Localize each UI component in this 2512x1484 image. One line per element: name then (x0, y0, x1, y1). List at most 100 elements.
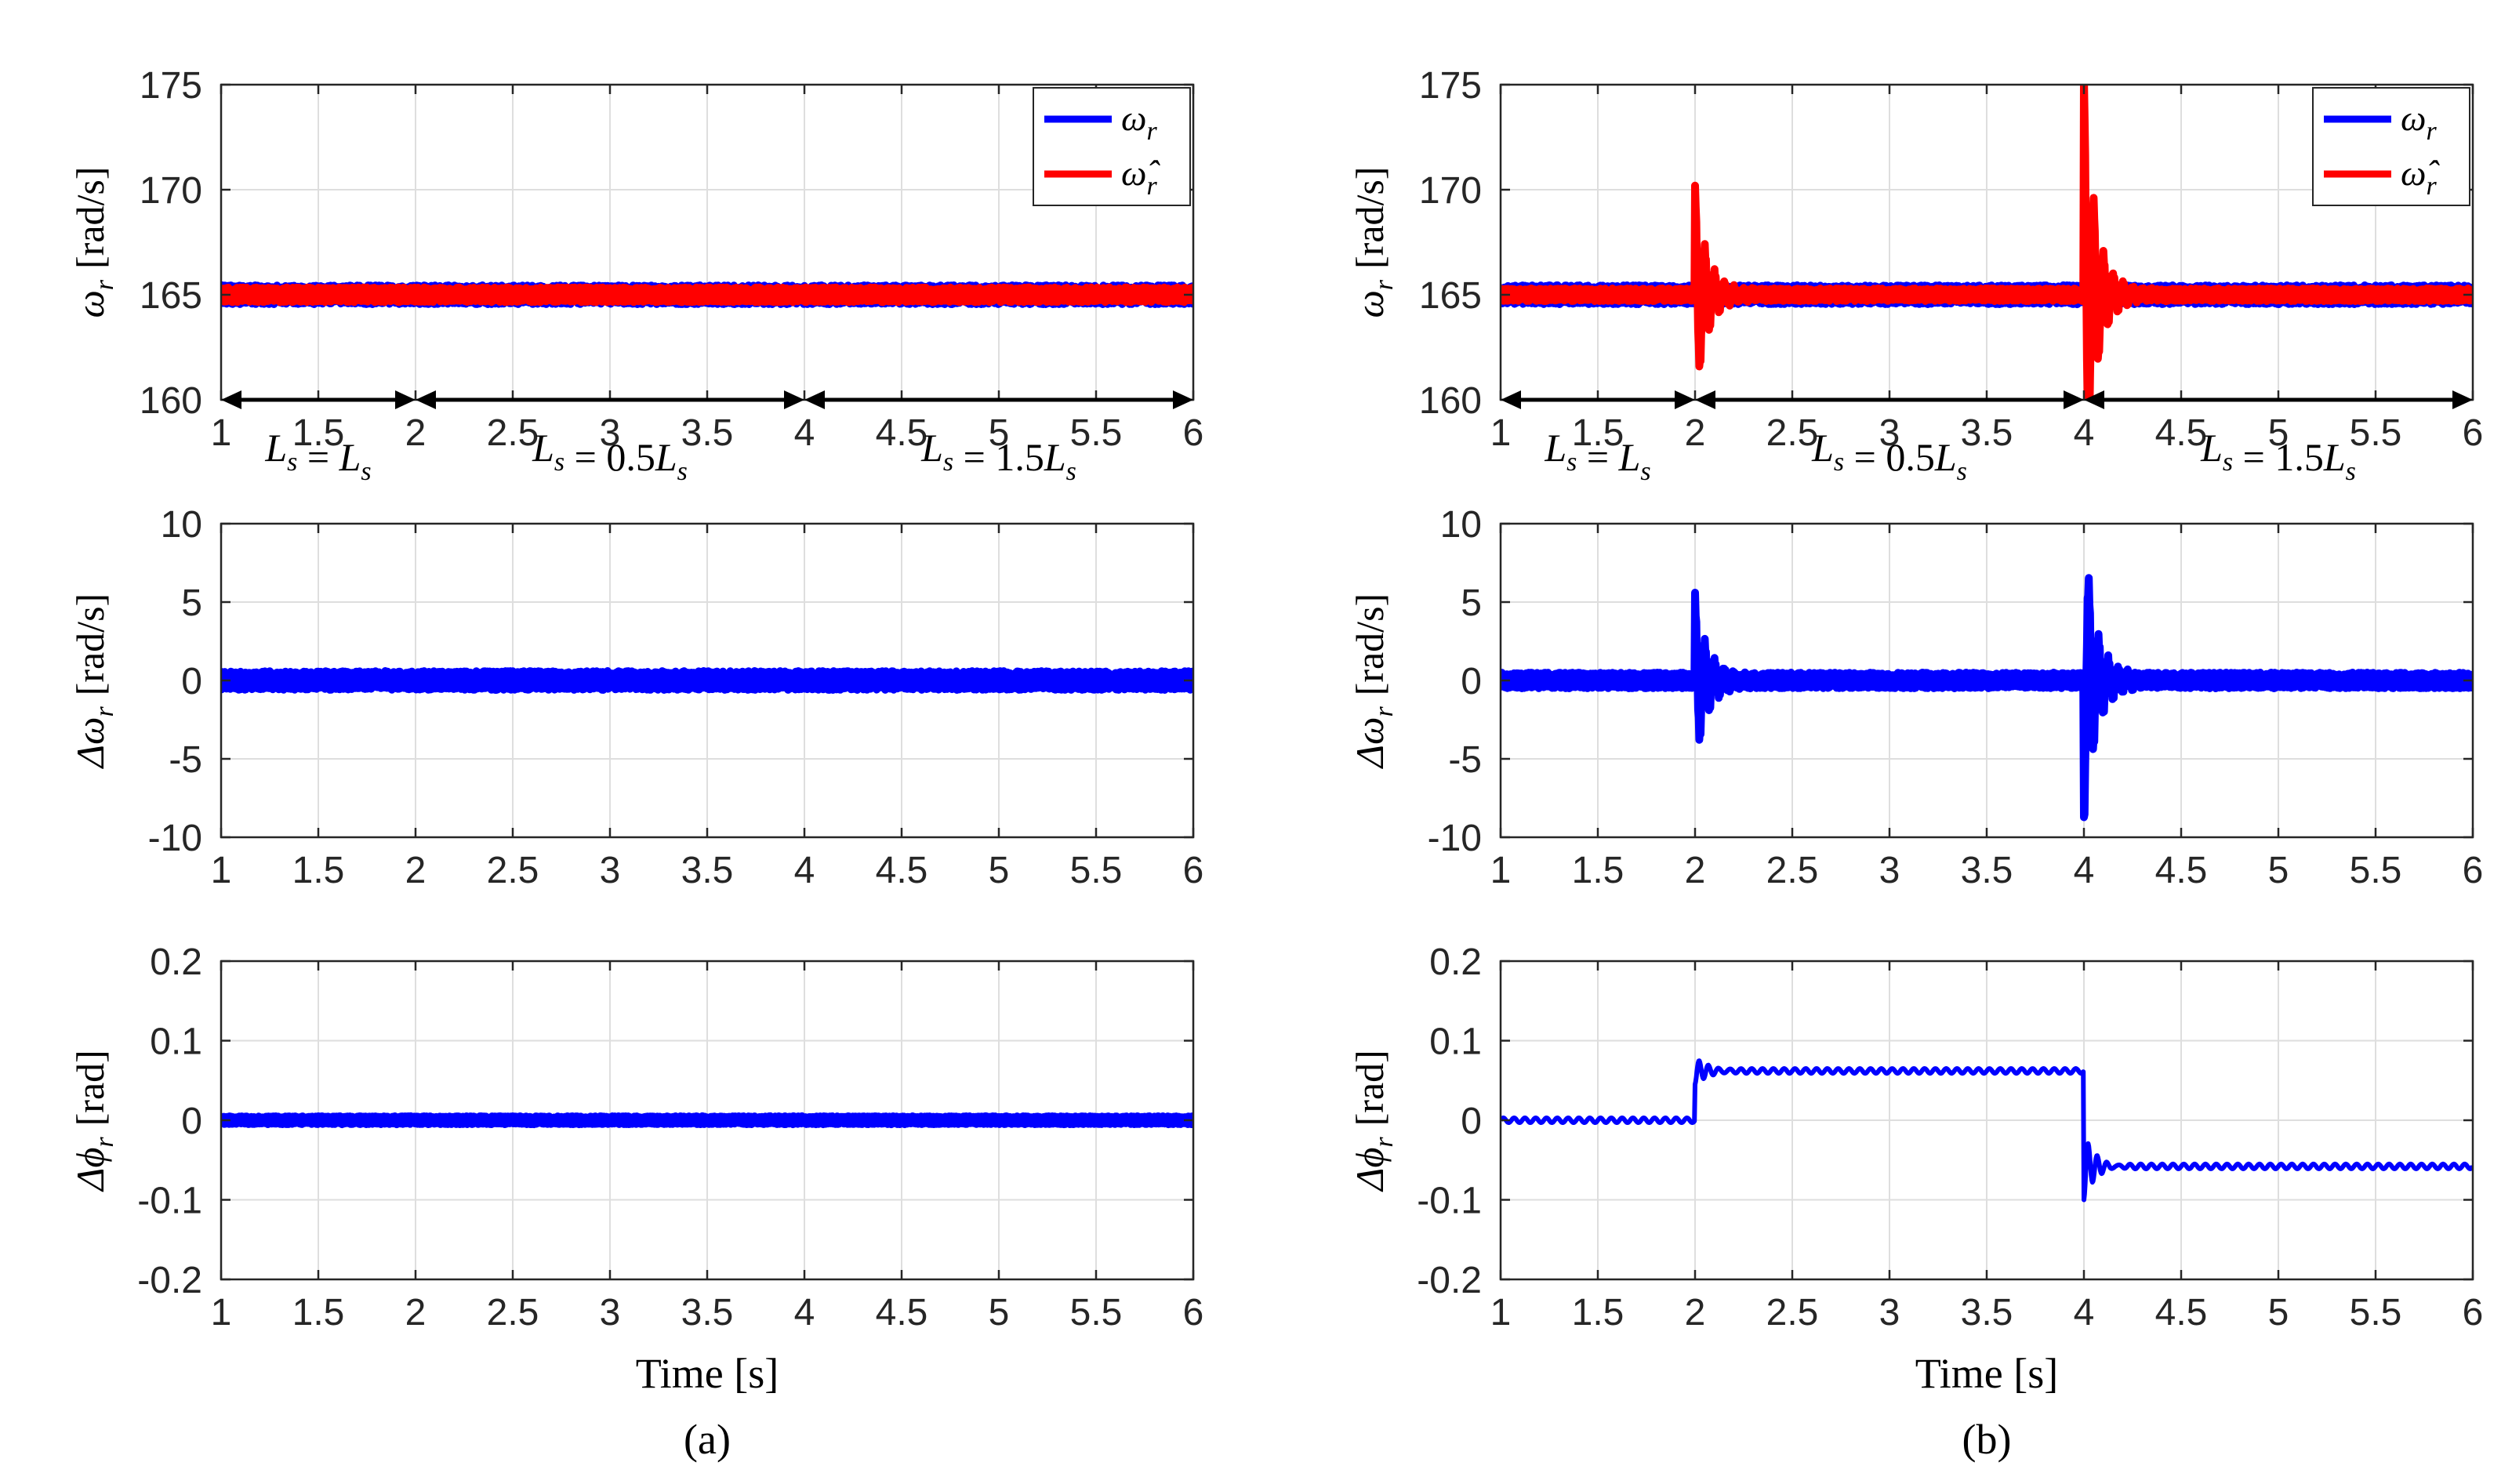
y-axis-label: Δωr[rad/s] (68, 593, 119, 769)
x-tick-label: 5.5 (1070, 1292, 1123, 1333)
legend-box (1033, 87, 1191, 206)
y-tick-label: -10 (148, 818, 202, 859)
chart-a2: 1 1.5 2 2.5 3 3.5 4 4.5 5 5.5 6 -10 -5 0 5 10 Δωr[rad/s] (68, 504, 1203, 891)
region-label: Ls = 0.5Ls (532, 426, 688, 486)
y-tick-label: 0.2 (1429, 942, 1482, 983)
x-tick-label: 1 (211, 412, 232, 454)
y-tick-label: 170 (140, 170, 202, 212)
y-tick-label: 175 (1419, 65, 1482, 107)
series-line-ω̂_r (221, 283, 1193, 307)
x-tick-label: 5 (989, 1292, 1010, 1333)
arrowhead-left (804, 390, 825, 409)
y-tick-label: 0 (1461, 661, 1482, 702)
region-label: Ls = 1.5Ls (2200, 426, 2356, 486)
y-tick-label: 165 (1419, 275, 1482, 317)
x-tick-label: 6 (2463, 850, 2484, 891)
x-tick-label: 3 (1879, 412, 1900, 454)
arrowhead-left (1695, 390, 1715, 409)
x-tick-label: 5 (989, 850, 1010, 891)
y-tick-label: 0.1 (150, 1021, 202, 1063)
x-tick-label: 3.5 (1961, 412, 2013, 454)
x-tick-label: 3 (1879, 850, 1900, 891)
x-tick-label: 4.5 (876, 1292, 928, 1333)
arrowhead-left (416, 390, 436, 409)
panel-caption: (a) (684, 1416, 731, 1463)
y-tick-label: -5 (169, 739, 202, 781)
series-line-Δϕ_r (1501, 1058, 2473, 1203)
y-tick-label: 0.2 (150, 942, 202, 983)
y-axis-label: ωr[rad/s] (1348, 166, 1399, 317)
y-tick-label: 5 (1461, 582, 1482, 624)
x-tick-label: 5.5 (2350, 1292, 2402, 1333)
chart-a1: 1 1.5 2 2.5 3 3.5 4 4.5 5 5.5 6 160 165 170 175 ωr[rad/… (68, 65, 1203, 486)
y-tick-label: 10 (161, 504, 202, 546)
x-tick-label: 1.5 (292, 850, 345, 891)
panel-caption: (b) (1962, 1416, 2012, 1463)
x-tick-label: 4.5 (2155, 850, 2208, 891)
x-tick-label: 4.5 (2155, 412, 2208, 454)
x-tick-label: 6 (1183, 412, 1204, 454)
x-tick-label: 4.5 (2155, 1292, 2208, 1333)
x-tick-label: 5.5 (1070, 412, 1123, 454)
x-tick-label: 2.5 (1766, 412, 1819, 454)
x-tick-label: 2 (1685, 850, 1706, 891)
x-tick-label: 6 (2463, 1292, 2484, 1333)
y-tick-label: 5 (181, 582, 202, 624)
x-tick-label: 2.5 (1766, 1292, 1819, 1333)
region-label: Ls = Ls (264, 426, 371, 486)
x-tick-label: 2 (1685, 1292, 1706, 1333)
y-axis-label: Δϕr[rad] (68, 1050, 119, 1192)
series-line-ω̂_r (1501, 85, 2473, 400)
arrowhead-right (1173, 390, 1193, 409)
series-line-Δϕ_r (221, 1112, 1193, 1129)
arrowhead-left (1501, 390, 1521, 409)
x-tick-label: 5.5 (1070, 850, 1123, 891)
x-tick-label: 1 (1490, 850, 1512, 891)
arrowhead-right (395, 390, 416, 409)
x-tick-label: 3.5 (681, 412, 734, 454)
region-label: Ls = 1.5Ls (920, 426, 1076, 486)
x-tick-label: 2 (1685, 412, 1706, 454)
chart-a3: 1 1.5 2 2.5 3 3.5 4 4.5 5 5.5 6 -0.2 -0.1 0 0.1 0.2 Δϕr[… (68, 942, 1203, 1463)
y-tick-label: 0.1 (1429, 1021, 1482, 1063)
x-tick-label: 3.5 (681, 850, 734, 891)
series-line-Δω_r (221, 667, 1193, 694)
y-tick-label: 0 (181, 661, 202, 702)
y-axis-label: Δωr[rad/s] (1348, 593, 1399, 769)
x-tick-label: 1.5 (1572, 412, 1624, 454)
chart-b2: 1 1.5 2 2.5 3 3.5 4 4.5 5 5.5 6 -10 -5 0 5 10 Δωr[rad/s] (1348, 504, 2483, 891)
x-tick-label: 5 (2268, 1292, 2289, 1333)
y-tick-label: 0 (181, 1101, 202, 1142)
y-tick-label: -10 (1428, 818, 1482, 859)
arrowhead-right (2064, 390, 2084, 409)
x-tick-label: 2 (405, 850, 427, 891)
y-tick-label: -0.1 (1417, 1181, 1482, 1222)
x-tick-label: 1 (1490, 1292, 1512, 1333)
legend: ωrω̂r (1033, 87, 1191, 206)
x-tick-label: 5.5 (2350, 412, 2402, 454)
arrowhead-left (2084, 390, 2104, 409)
x-tick-label: 1.5 (292, 1292, 345, 1333)
x-tick-label: 4 (2074, 412, 2095, 454)
x-tick-label: 3.5 (1961, 1292, 2013, 1333)
x-tick-label: 2 (405, 1292, 427, 1333)
x-tick-label: 3 (600, 1292, 621, 1333)
x-tick-label: 5 (2268, 850, 2289, 891)
x-tick-label: 3 (1879, 1292, 1900, 1333)
x-tick-label: 1 (211, 850, 232, 891)
x-tick-label: 2 (405, 412, 427, 454)
x-tick-label: 1 (211, 1292, 232, 1333)
x-tick-label: 4 (794, 850, 815, 891)
region-label: Ls = 0.5Ls (1811, 426, 1967, 486)
x-tick-label: 4.5 (876, 850, 928, 891)
legend: ωrω̂r (2312, 87, 2470, 206)
x-tick-label: 4 (2074, 850, 2095, 891)
x-tick-label: 2.5 (487, 412, 539, 454)
x-tick-label: 4.5 (876, 412, 928, 454)
y-axis-label: ωr[rad/s] (68, 166, 119, 317)
y-tick-label: 10 (1440, 504, 1482, 546)
arrowhead-right (784, 390, 804, 409)
x-tick-label: 4 (794, 412, 815, 454)
region-label: Ls = Ls (1544, 426, 1650, 486)
